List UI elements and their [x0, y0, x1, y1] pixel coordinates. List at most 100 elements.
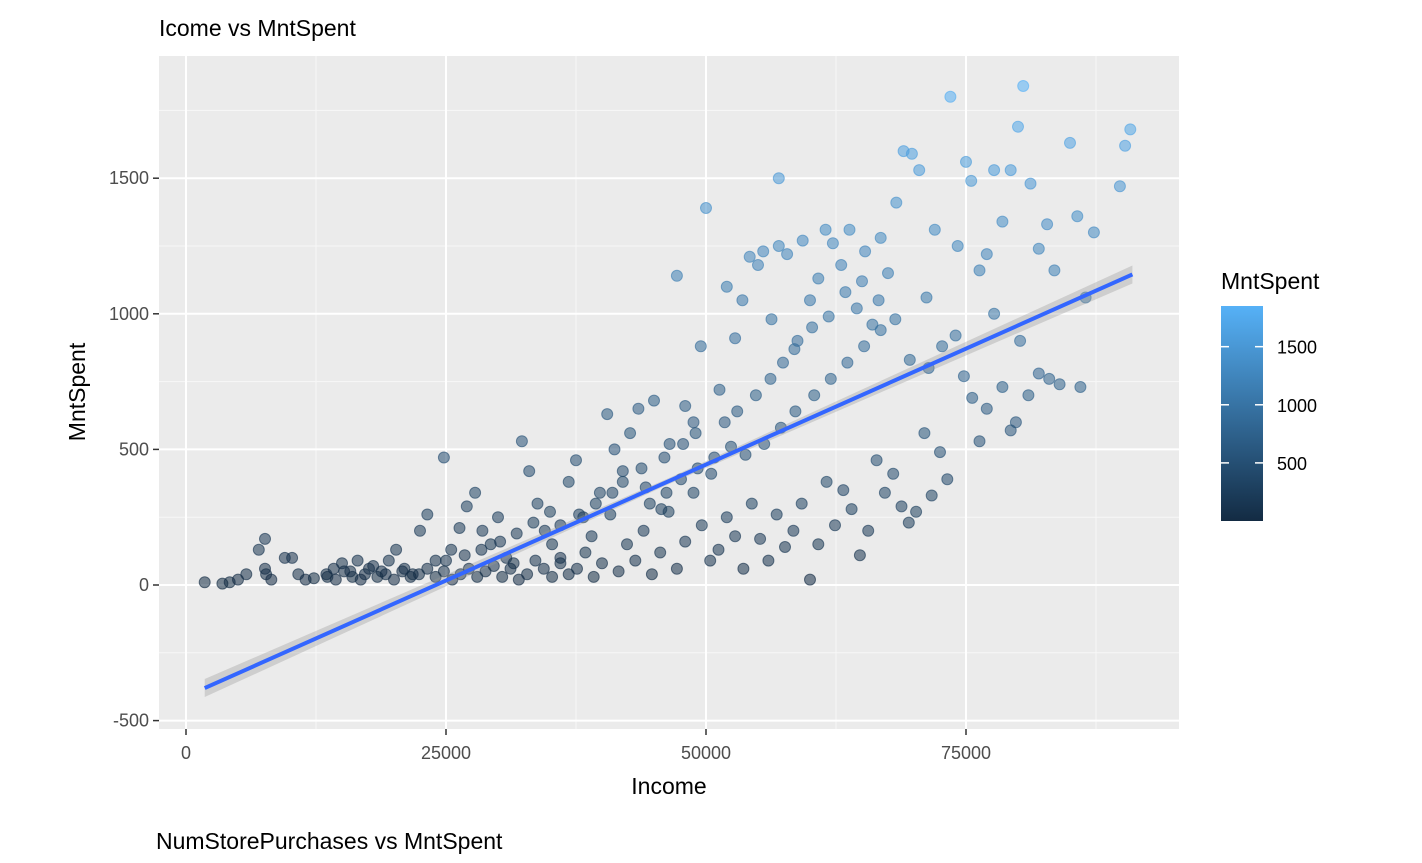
data-point	[654, 546, 667, 559]
data-point	[1043, 372, 1056, 385]
data-point	[587, 570, 600, 583]
data-point	[695, 519, 708, 532]
data-point	[829, 519, 841, 532]
data-point	[712, 543, 725, 556]
data-point	[445, 543, 458, 556]
data-point	[936, 340, 949, 353]
data-point	[806, 321, 819, 334]
data-point	[612, 565, 625, 578]
data-point	[571, 562, 583, 575]
data-point	[934, 446, 946, 459]
y-axis: -500 0 500 1000 1500	[109, 168, 159, 731]
data-point	[845, 503, 858, 516]
data-point	[890, 196, 903, 209]
data-point	[791, 334, 804, 347]
data-point	[458, 549, 471, 562]
data-point	[1032, 242, 1045, 255]
data-point	[679, 535, 692, 548]
data-point	[471, 570, 484, 583]
data-point	[643, 497, 656, 510]
data-point	[966, 391, 979, 404]
colorbar-tick-label: 1500	[1277, 338, 1317, 358]
data-point	[476, 524, 489, 537]
data-point	[414, 524, 426, 537]
data-point	[739, 448, 752, 461]
data-point	[529, 554, 542, 567]
data-point	[670, 562, 683, 575]
data-point	[705, 467, 718, 480]
data-point	[645, 568, 658, 581]
data-point	[772, 240, 785, 252]
data-point	[777, 356, 789, 369]
data-point	[515, 435, 528, 448]
data-point	[1014, 334, 1027, 347]
data-point	[632, 402, 645, 415]
data-point	[475, 543, 488, 556]
data-point	[889, 313, 902, 326]
chart-title: Icome vs MntSpent	[159, 15, 356, 41]
data-point	[351, 554, 364, 567]
data-point	[957, 370, 970, 383]
data-point	[382, 554, 395, 567]
data-point	[585, 530, 598, 543]
data-point	[804, 573, 816, 586]
x-axis: 0 25000 50000 75000	[181, 729, 991, 763]
data-point	[546, 538, 559, 551]
data-point	[531, 497, 544, 510]
data-point	[523, 465, 536, 478]
data-point	[512, 573, 525, 586]
data-point	[837, 484, 850, 497]
data-point	[694, 340, 707, 353]
y-tick-label: 500	[119, 439, 149, 459]
data-point	[874, 231, 887, 244]
data-point	[616, 465, 629, 478]
data-point	[521, 568, 534, 581]
data-point	[819, 223, 832, 236]
data-point	[421, 562, 434, 575]
data-point	[812, 272, 825, 285]
x-tick-label: 75000	[941, 743, 991, 763]
data-point	[421, 508, 434, 521]
data-point	[951, 240, 964, 252]
data-point	[1022, 389, 1035, 402]
data-point	[910, 505, 923, 518]
legend-title: MntSpent	[1221, 268, 1320, 294]
colorbar-ticks: 500 1000 1500	[1221, 338, 1317, 474]
data-point	[826, 237, 839, 250]
data-point	[1074, 381, 1087, 393]
data-point	[1032, 367, 1045, 380]
data-point	[859, 245, 872, 258]
data-point	[736, 294, 749, 307]
grid	[159, 56, 1179, 729]
data-point	[198, 576, 211, 589]
data-point	[870, 454, 883, 467]
data-point	[307, 572, 320, 585]
data-point	[492, 511, 504, 524]
data-point	[579, 546, 592, 559]
data-point	[658, 451, 671, 464]
data-point	[496, 570, 509, 583]
data-point	[662, 505, 675, 518]
data-point	[596, 557, 608, 570]
data-point	[988, 307, 1001, 320]
data-point	[729, 530, 742, 543]
data-point	[858, 340, 871, 353]
data-point	[396, 565, 409, 578]
data-point	[670, 269, 683, 282]
data-point	[928, 223, 941, 236]
data-point	[1087, 226, 1100, 239]
data-point	[824, 372, 837, 385]
data-point	[872, 294, 885, 307]
data-point	[504, 562, 517, 575]
data-point	[429, 554, 442, 567]
x-axis-title: Income	[631, 773, 706, 799]
data-point	[772, 172, 785, 185]
data-point	[752, 259, 764, 271]
data-point	[689, 427, 702, 440]
data-point	[781, 248, 794, 261]
data-point	[1071, 210, 1084, 223]
data-point	[637, 524, 650, 537]
data-point	[562, 568, 575, 581]
colorbar-tick-label: 1000	[1277, 396, 1317, 416]
data-point	[887, 467, 900, 480]
